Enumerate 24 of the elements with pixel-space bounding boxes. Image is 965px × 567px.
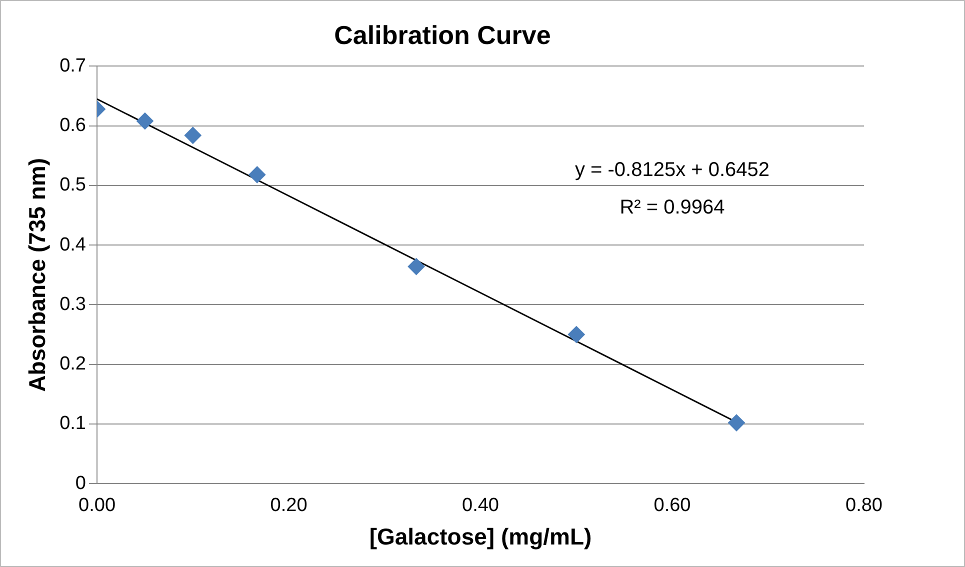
y-tick-label: 0.6 <box>60 115 86 136</box>
y-tick-label: 0.7 <box>60 55 86 76</box>
annotation: y = -0.8125x + 0.6452 <box>574 159 770 182</box>
y-axis-title: Absorbance (735 nm) <box>24 158 50 392</box>
point <box>568 326 585 344</box>
x-tick-label: 0.00 <box>78 495 116 516</box>
y-tick-label: 0.2 <box>60 354 86 375</box>
annotation: R² = 0.9964 <box>620 196 725 219</box>
x-tick-label: 0.60 <box>654 495 691 516</box>
point <box>184 126 202 144</box>
y-tick-label: 0.1 <box>60 413 86 434</box>
x-tick-label: 0.20 <box>270 495 308 516</box>
y-tick-label: 0.4 <box>60 234 86 256</box>
y-tick-label: 0.3 <box>60 294 86 315</box>
x-tick-label: 0.40 <box>462 495 499 516</box>
point <box>136 112 154 130</box>
point <box>728 414 745 432</box>
x-tick-label: 0.80 <box>846 495 882 516</box>
y-tick-label: 0 <box>75 472 86 494</box>
y-tick-label: 0.5 <box>60 174 86 196</box>
point <box>408 258 425 276</box>
x-axis-title: [Galactose] (mg/mL) <box>369 524 592 550</box>
chart-title: Calibration Curve <box>334 20 551 50</box>
point <box>248 166 266 184</box>
